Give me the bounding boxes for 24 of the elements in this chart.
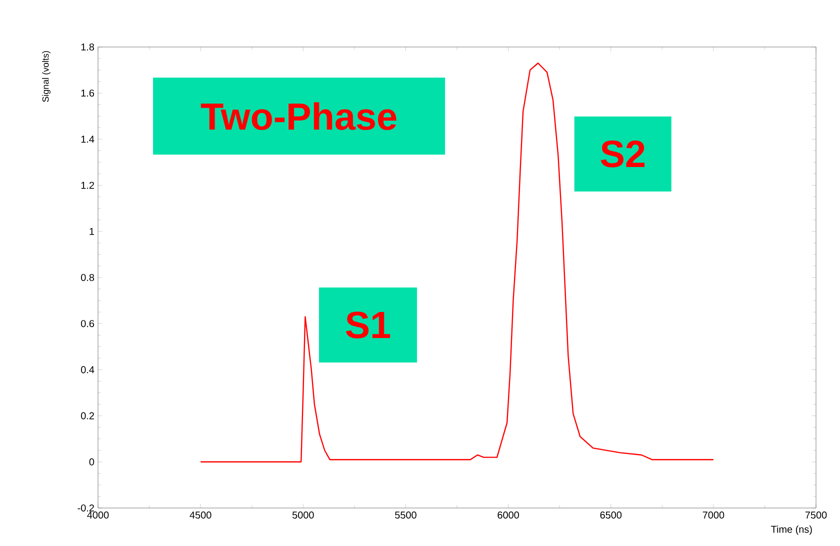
annotation: Two-Phase [200, 102, 396, 130]
y-tick-label: 1.4 [81, 136, 94, 143]
y-tick-label: 0.8 [81, 274, 94, 282]
x-tick-label: 7500 [805, 512, 827, 519]
x-tick-label: 5500 [395, 512, 416, 519]
x-tick-label: 6000 [498, 512, 519, 519]
y-tick-label: -0.2 [78, 504, 94, 512]
annotation: S2 [600, 140, 645, 168]
y-tick-label: 1.2 [81, 182, 94, 189]
x-tick-label: 4500 [190, 512, 212, 519]
y-tick-label: 0.2 [81, 412, 94, 420]
y-tick-label: 0 [89, 458, 94, 466]
x-tick-label: 5000 [292, 512, 314, 519]
y-tick-label: 0.4 [81, 366, 94, 374]
y-tick-label: 1.6 [81, 90, 94, 97]
x-axis-title: Time (ns) [771, 526, 812, 535]
y-axis-title: Signal (volts) [42, 51, 50, 102]
x-tick-label: 6500 [600, 512, 622, 519]
y-tick-label: 1.8 [81, 43, 94, 51]
annotation: S1 [346, 312, 390, 338]
y-tick-label: 1 [90, 228, 94, 235]
x-tick-label: 7000 [702, 512, 724, 519]
x-tick-label: 4000 [87, 512, 109, 519]
y-tick-label: 0.6 [81, 320, 94, 328]
